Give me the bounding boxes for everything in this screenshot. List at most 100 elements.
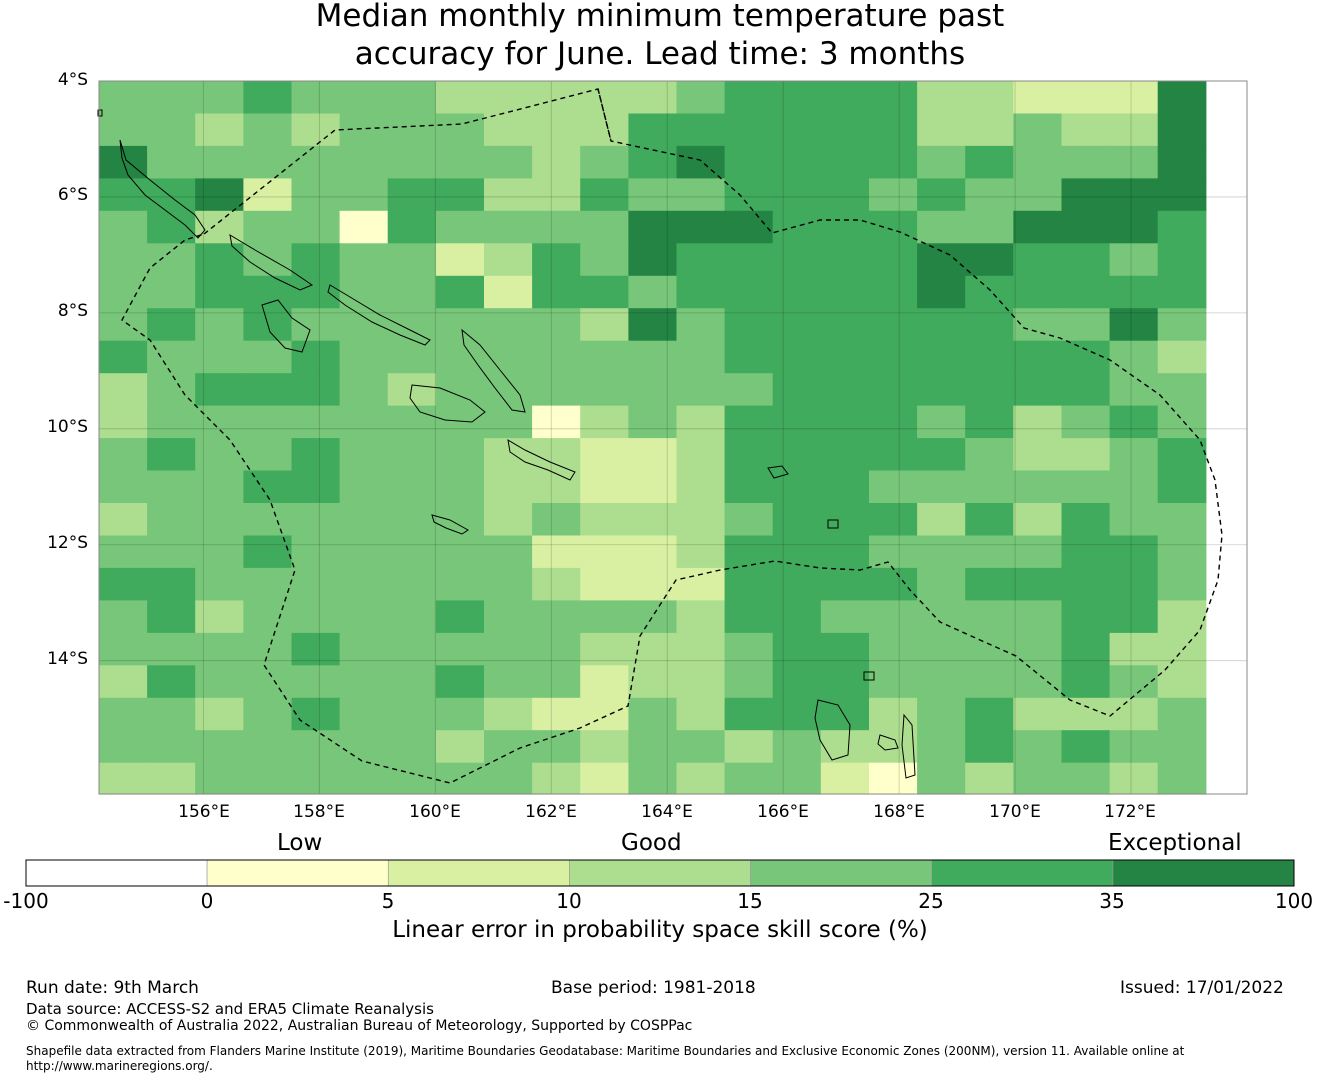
grid-cell [291,567,341,601]
grid-cell [147,567,196,601]
grid-cell [965,81,1014,115]
grid-cell [1109,697,1159,731]
grid-cell [484,340,533,374]
colorbar-frame [25,859,1295,887]
grid-cell [195,730,244,764]
grid-cell [772,340,822,374]
grid-cell [291,113,341,147]
grid-cell [1157,535,1207,569]
grid-cell [724,697,774,731]
grid-cell [532,632,581,666]
grid-cell [484,145,533,179]
grid-cell [965,697,1014,731]
grid-cell [580,113,629,147]
grid-cell [820,81,870,115]
grid-cell [965,665,1014,699]
grid-cell [484,600,533,634]
grid-cell [772,405,822,439]
lon-label-160e: 160°E [409,802,461,822]
grid-cell [1109,762,1159,795]
grid-cell [820,308,870,342]
grid-cell [387,503,437,537]
grid-cell [195,145,244,179]
grid-cell [484,81,533,115]
grid-cell [291,243,341,277]
grid-cell [1061,503,1111,537]
grid-cell [532,275,581,309]
grid-cell [435,503,485,537]
map-title-line1: Median monthly minimum temperature past [315,0,1005,34]
grid-cell [1013,762,1062,795]
grid-cell [532,697,581,731]
grid-cell [532,178,581,212]
grid-cell [628,762,678,795]
grid-cell [243,438,293,472]
grid-cell [99,275,148,309]
grid-cell [869,373,918,407]
grid-cell [387,470,437,504]
grid-cell [917,81,966,115]
grid-cell [1013,145,1062,179]
grid-cell [772,275,822,309]
grid-cell [339,113,389,147]
grid-cell [339,697,389,731]
grid-cell [435,210,485,244]
grid-cell [147,632,196,666]
grid-cell [1061,632,1111,666]
map-title-line2: accuracy for June. Lead time: 3 months [354,36,966,72]
grid-cell [99,632,148,666]
grid-cell [243,730,293,764]
grid-cell [628,535,678,569]
grid-cell [724,113,774,147]
grid-cell [676,308,726,342]
grid-cell [243,275,293,309]
grid-cell [339,730,389,764]
grid-cell [1061,405,1111,439]
grid-cell [1109,600,1159,634]
grid-cell [965,113,1014,147]
grid-cell [99,730,148,764]
grid-cell [99,503,148,537]
grid-cell [580,243,629,277]
grid-cell [965,145,1014,179]
grid-cell [917,600,966,634]
grid-cell [147,243,196,277]
grid-cell [676,762,726,795]
grid-cell [1061,600,1111,634]
shapefile-credit-line2: http://www.marineregions.org/. [26,1059,213,1073]
grid-cell [1109,470,1159,504]
lat-label-8s: 8°S [57,301,88,321]
grid-cell [1061,308,1111,342]
grid-cell [724,535,774,569]
coastlines [97,109,916,779]
lon-label-166e: 166°E [757,802,809,822]
grid-cell [580,665,629,699]
grid-cell [772,210,822,244]
grid-cell [965,600,1014,634]
grid-cell [820,632,870,666]
grid-cell [435,243,485,277]
grid-cell [99,405,148,439]
grid-cell [532,243,581,277]
grid-cell [195,697,244,731]
grid-cell [387,730,437,764]
grid-cell [243,665,293,699]
grid-cell [820,600,870,634]
grid-cell [917,762,966,795]
grid-cell [869,178,918,212]
grid-cell [676,665,726,699]
grid-cell [1061,145,1111,179]
grid-cell [676,243,726,277]
grid-cell [580,275,629,309]
grid-cell [917,113,966,147]
grid-cell [869,340,918,374]
grid-cell [99,178,148,212]
grid-cell [339,503,389,537]
grid-cell [1061,373,1111,407]
grid-cell [147,81,196,115]
grid-cell [1061,113,1111,147]
grid-cell [724,762,774,795]
grid-cell [676,373,726,407]
grid-cell [580,762,629,795]
grid-cell [628,503,678,537]
